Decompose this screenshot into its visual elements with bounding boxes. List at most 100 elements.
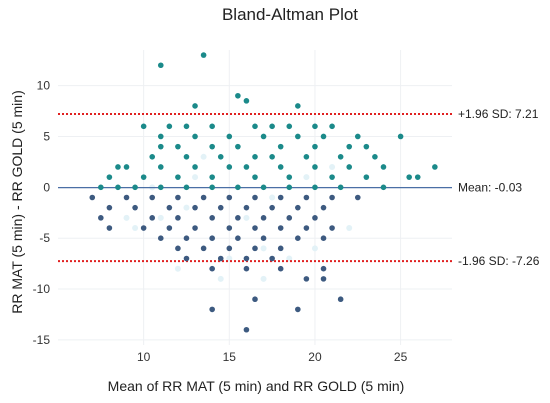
x-axis-label: Mean of RR MAT (5 min) and RR GOLD (5 mi… — [108, 378, 405, 394]
data-point — [295, 133, 301, 140]
data-point — [209, 184, 215, 191]
data-point — [235, 184, 241, 191]
data-point — [123, 194, 130, 201]
data-point — [175, 174, 181, 180]
data-point — [192, 103, 198, 109]
faint-point — [192, 174, 199, 181]
mean-line-label: Mean: -0.03 — [458, 181, 522, 195]
data-point — [363, 143, 370, 150]
axis-ticks: 10 15 20 25 -15 -10 -5 0 5 10 — [33, 79, 408, 364]
data-point — [235, 235, 241, 241]
data-point — [346, 143, 353, 150]
data-point — [269, 123, 275, 130]
data-point — [243, 98, 250, 104]
data-point — [397, 133, 404, 140]
data-point — [209, 235, 215, 241]
data-point — [354, 194, 361, 201]
faint-point — [174, 265, 181, 272]
data-point — [200, 194, 207, 201]
data-point — [320, 204, 327, 211]
data-point — [312, 215, 318, 221]
data-point — [106, 174, 113, 180]
data-point — [243, 164, 250, 170]
faint-point — [329, 163, 336, 170]
data-point — [200, 52, 207, 58]
faint-point — [260, 245, 267, 252]
data-point — [269, 255, 275, 262]
reference-lines — [58, 112, 452, 263]
data-point — [337, 154, 344, 160]
data-point — [277, 245, 284, 252]
data-point — [320, 235, 327, 241]
data-point — [277, 194, 284, 201]
data-point — [132, 204, 138, 211]
data-point — [337, 296, 344, 303]
data-point — [175, 194, 181, 201]
faint-point — [217, 275, 224, 282]
y-tick-label: -5 — [39, 231, 50, 245]
chart-title: Bland-Altman Plot — [222, 5, 358, 24]
data-point — [295, 235, 301, 241]
data-point — [252, 194, 258, 201]
data-point — [303, 194, 310, 201]
data-point — [235, 215, 241, 221]
data-point — [363, 174, 370, 180]
data-point — [226, 245, 233, 252]
data-point — [312, 143, 318, 150]
data-point — [183, 123, 190, 130]
data-point — [98, 215, 104, 221]
grid — [58, 50, 452, 345]
data-point — [140, 225, 147, 231]
data-point — [243, 204, 250, 211]
data-point — [252, 123, 258, 130]
data-point — [277, 143, 284, 150]
data-point — [123, 164, 130, 170]
data-point — [166, 123, 173, 130]
data-point — [226, 225, 233, 231]
data-point — [337, 184, 344, 191]
data-point — [269, 204, 275, 211]
data-point — [192, 225, 198, 231]
faint-point — [269, 194, 276, 201]
data-point — [252, 174, 258, 180]
data-point — [372, 154, 378, 160]
data-point — [312, 164, 318, 170]
data-point — [149, 194, 156, 201]
data-point — [149, 215, 156, 221]
data-point — [140, 123, 147, 130]
data-point — [89, 194, 96, 201]
data-point — [277, 164, 284, 170]
data-point — [260, 235, 267, 241]
faint-point — [157, 214, 164, 221]
line-annotations: +1.96 SD: 7.21 Mean: -0.03 -1.96 SD: -7.26 — [458, 107, 540, 268]
data-point — [157, 133, 164, 140]
data-point — [303, 276, 310, 282]
data-point — [286, 215, 293, 221]
data-point — [243, 326, 250, 333]
data-point — [252, 225, 258, 231]
data-point — [175, 245, 181, 252]
data-point — [380, 184, 387, 191]
data-point — [217, 255, 224, 262]
faint-point — [260, 275, 267, 282]
x-tick-label: 25 — [394, 350, 408, 364]
data-point — [183, 255, 190, 262]
data-point — [329, 123, 335, 130]
data-point — [235, 143, 241, 150]
data-point — [157, 184, 164, 191]
data-point — [260, 215, 267, 221]
data-point — [269, 154, 275, 160]
data-point — [192, 133, 198, 140]
data-point — [277, 265, 284, 272]
data-point — [157, 62, 164, 69]
data-point — [252, 296, 258, 303]
data-point — [166, 225, 173, 231]
faint-point — [200, 153, 207, 160]
data-point — [260, 133, 267, 140]
data-point — [226, 133, 233, 140]
data-point — [303, 225, 310, 231]
faint-point — [132, 225, 139, 232]
data-point — [295, 103, 301, 109]
data-point — [192, 204, 198, 211]
data-point — [320, 265, 327, 272]
